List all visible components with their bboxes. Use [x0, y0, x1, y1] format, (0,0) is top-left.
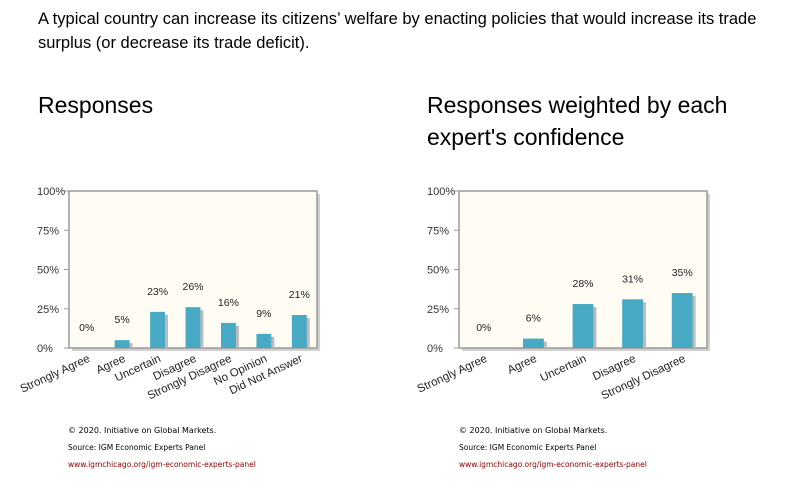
y-tick-label: 50% — [427, 265, 449, 277]
x-category-label: Strongly Disagree — [600, 353, 688, 403]
right-chart-title: Responses weighted by each expert's conf… — [427, 92, 728, 150]
y-tick-label: 100% — [37, 186, 65, 198]
x-category-label: Agree — [506, 353, 539, 377]
bar — [185, 307, 201, 348]
bar-value-label: 23% — [147, 286, 168, 298]
left-chart-title: Responses — [38, 92, 154, 118]
bar — [150, 311, 166, 348]
y-tick-label: 75% — [427, 225, 449, 237]
y-tick-label: 100% — [427, 186, 455, 198]
y-tick-label: 0% — [427, 343, 443, 355]
y-tick-label: 75% — [37, 225, 59, 237]
bar-value-label: 6% — [526, 313, 541, 325]
left-footer-copyright: © 2020. Initiative on Global Markets. — [68, 426, 217, 435]
right-footer-source: Source: IGM Economic Experts Panel — [459, 443, 597, 452]
bar — [114, 340, 130, 348]
bar-value-label: 26% — [182, 281, 203, 293]
bar — [622, 299, 644, 348]
y-tick-label: 25% — [427, 304, 449, 316]
bar — [256, 333, 272, 348]
bar — [220, 322, 236, 348]
y-tick-label: 0% — [37, 343, 53, 355]
bar-value-label: 0% — [79, 322, 94, 334]
bar-value-label: 35% — [672, 267, 693, 279]
bar-value-label: 16% — [218, 297, 239, 309]
bar-value-label: 0% — [476, 322, 491, 334]
left-chart-footer: © 2020. Initiative on Global Markets. So… — [68, 426, 256, 477]
left-footer-link[interactable]: www.igmchicago.org/igm-economic-experts-… — [68, 460, 256, 469]
bar — [522, 338, 544, 348]
bar-value-label: 28% — [572, 278, 593, 290]
bar — [291, 315, 307, 348]
bar — [572, 304, 594, 348]
bar — [671, 293, 693, 348]
survey-question: A typical country can increase its citiz… — [38, 10, 757, 52]
x-category-label: Uncertain — [539, 353, 589, 385]
y-tick-label: 25% — [37, 304, 59, 316]
bar-value-label: 21% — [289, 289, 310, 301]
right-chart-footer: © 2020. Initiative on Global Markets. So… — [459, 426, 647, 477]
bar-value-label: 5% — [115, 314, 130, 326]
x-category-label: Strongly Agree — [416, 353, 489, 396]
bar-value-label: 9% — [256, 308, 271, 320]
y-tick-label: 50% — [37, 265, 59, 277]
bar-value-label: 31% — [622, 273, 643, 285]
left-footer-source: Source: IGM Economic Experts Panel — [68, 443, 206, 452]
right-footer-link[interactable]: www.igmchicago.org/igm-economic-experts-… — [459, 460, 647, 469]
right-footer-copyright: © 2020. Initiative on Global Markets. — [459, 426, 608, 435]
